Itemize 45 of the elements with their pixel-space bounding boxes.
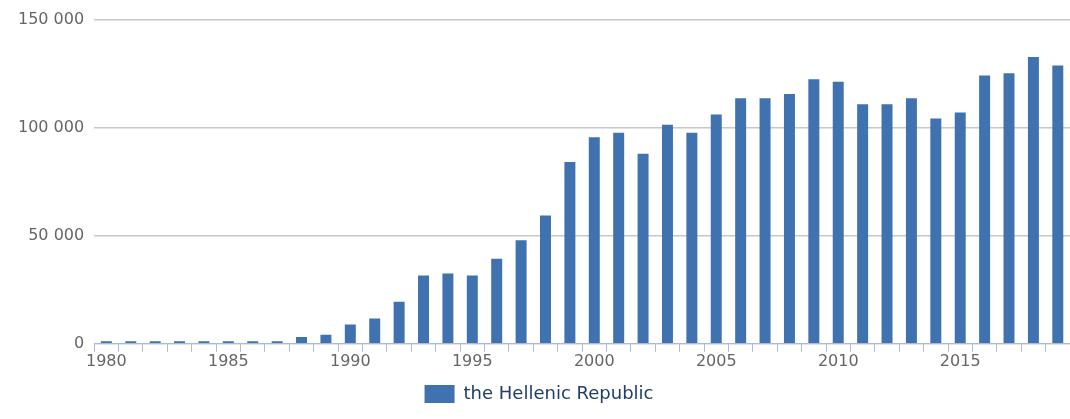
y-tick-label: 100 000 — [17, 116, 85, 136]
x-tick-label: 2005 — [695, 350, 737, 370]
bar — [905, 98, 917, 344]
x-tick-label: 1990 — [329, 350, 371, 370]
bar — [588, 137, 600, 344]
bar — [1052, 65, 1064, 344]
bar — [661, 124, 673, 344]
bar — [783, 93, 795, 344]
bar — [344, 324, 356, 344]
bar — [637, 153, 649, 344]
bar — [735, 98, 747, 344]
bar — [710, 114, 722, 344]
bar — [857, 104, 869, 344]
bar — [466, 275, 478, 344]
bar — [759, 98, 771, 344]
x-tick-label: 2010 — [817, 350, 859, 370]
bar — [1003, 73, 1015, 344]
bar — [320, 334, 332, 344]
bar — [540, 215, 551, 344]
y-tick-label: 50 000 — [28, 224, 85, 244]
bar — [442, 273, 454, 344]
bar — [832, 81, 844, 344]
bar — [418, 275, 429, 344]
x-tick-label: 1995 — [451, 350, 493, 370]
bar — [808, 79, 820, 344]
bar — [613, 132, 625, 344]
bar — [296, 337, 308, 344]
bar — [1027, 56, 1039, 344]
y-tick-label: 0 — [73, 332, 85, 352]
bar — [393, 301, 405, 344]
bar — [954, 112, 966, 344]
bar — [686, 132, 698, 344]
x-tick-label: 1985 — [207, 350, 249, 370]
bar — [369, 318, 381, 344]
x-tick-label: 2015 — [939, 350, 981, 370]
x-tick-label: 1980 — [86, 350, 127, 370]
bar — [515, 240, 527, 344]
bar — [930, 118, 942, 344]
bar — [564, 162, 576, 344]
x-tick-label: 2000 — [573, 350, 615, 370]
y-tick-label: 150 000 — [17, 8, 85, 28]
bar — [979, 75, 991, 344]
bar — [881, 104, 893, 344]
bar — [491, 258, 503, 344]
legend-label: the Hellenic Republic — [463, 381, 654, 403]
